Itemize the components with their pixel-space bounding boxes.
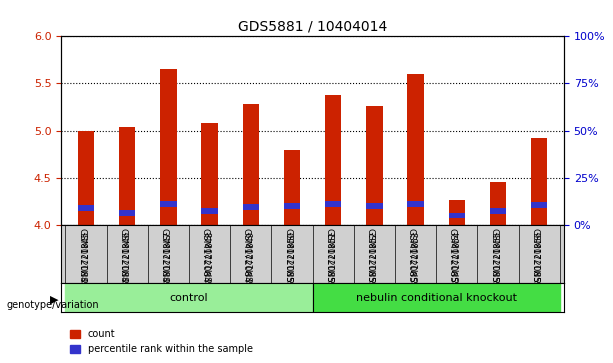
Text: GSM1720854: GSM1720854 (448, 228, 457, 289)
Text: GSM1720852: GSM1720852 (365, 228, 375, 289)
Bar (449, 200, 465, 225)
Text: control: control (170, 293, 208, 303)
Bar (408, 74, 424, 225)
Bar (243, 104, 259, 225)
Text: GSM1720853: GSM1720853 (411, 231, 420, 287)
Text: GSM1720848: GSM1720848 (200, 228, 210, 289)
Bar (325, 201, 341, 207)
Bar (531, 203, 547, 208)
Text: GSM1720855: GSM1720855 (493, 231, 503, 287)
Text: GSM1720846: GSM1720846 (118, 228, 128, 289)
Text: GSM1720848: GSM1720848 (205, 231, 214, 287)
Bar (325, 95, 341, 225)
Bar (490, 208, 506, 214)
Text: GSM1720846: GSM1720846 (123, 231, 132, 287)
Text: GSM1720850: GSM1720850 (283, 228, 292, 289)
Text: GSM1720845: GSM1720845 (77, 228, 86, 289)
Text: GSM1720849: GSM1720849 (246, 231, 256, 287)
Bar (160, 69, 177, 225)
Bar (78, 205, 94, 211)
Bar (490, 182, 506, 225)
Text: ▶: ▶ (50, 294, 58, 305)
Text: GSM1720845: GSM1720845 (82, 231, 91, 287)
Text: GSM1720851: GSM1720851 (324, 228, 333, 289)
Bar (119, 127, 135, 225)
Text: GSM1720849: GSM1720849 (242, 228, 251, 289)
Text: GSM1720854: GSM1720854 (452, 231, 462, 287)
Legend: count, percentile rank within the sample: count, percentile rank within the sample (66, 326, 256, 358)
Bar (202, 208, 218, 214)
Text: GSM1720856: GSM1720856 (530, 228, 539, 289)
Bar (243, 204, 259, 210)
Text: GSM1720853: GSM1720853 (406, 228, 416, 289)
Bar (449, 213, 465, 219)
Text: GSM1720856: GSM1720856 (535, 231, 544, 287)
Title: GDS5881 / 10404014: GDS5881 / 10404014 (238, 20, 387, 34)
Bar (366, 106, 383, 225)
Bar (366, 203, 383, 209)
Text: GSM1720852: GSM1720852 (370, 231, 379, 287)
Bar (202, 123, 218, 225)
Bar (78, 131, 94, 225)
Text: GSM1720855: GSM1720855 (489, 228, 498, 289)
Text: nebulin conditional knockout: nebulin conditional knockout (356, 293, 517, 303)
Text: genotype/variation: genotype/variation (6, 300, 99, 310)
Text: GSM1720847: GSM1720847 (159, 228, 169, 289)
Text: GSM1720847: GSM1720847 (164, 231, 173, 287)
Bar (119, 210, 135, 216)
Bar (408, 201, 424, 207)
Text: GSM1720850: GSM1720850 (287, 231, 297, 287)
Bar (160, 201, 177, 207)
Text: GSM1720851: GSM1720851 (329, 231, 338, 287)
Bar (284, 150, 300, 225)
Bar (284, 203, 300, 209)
Bar (531, 138, 547, 225)
